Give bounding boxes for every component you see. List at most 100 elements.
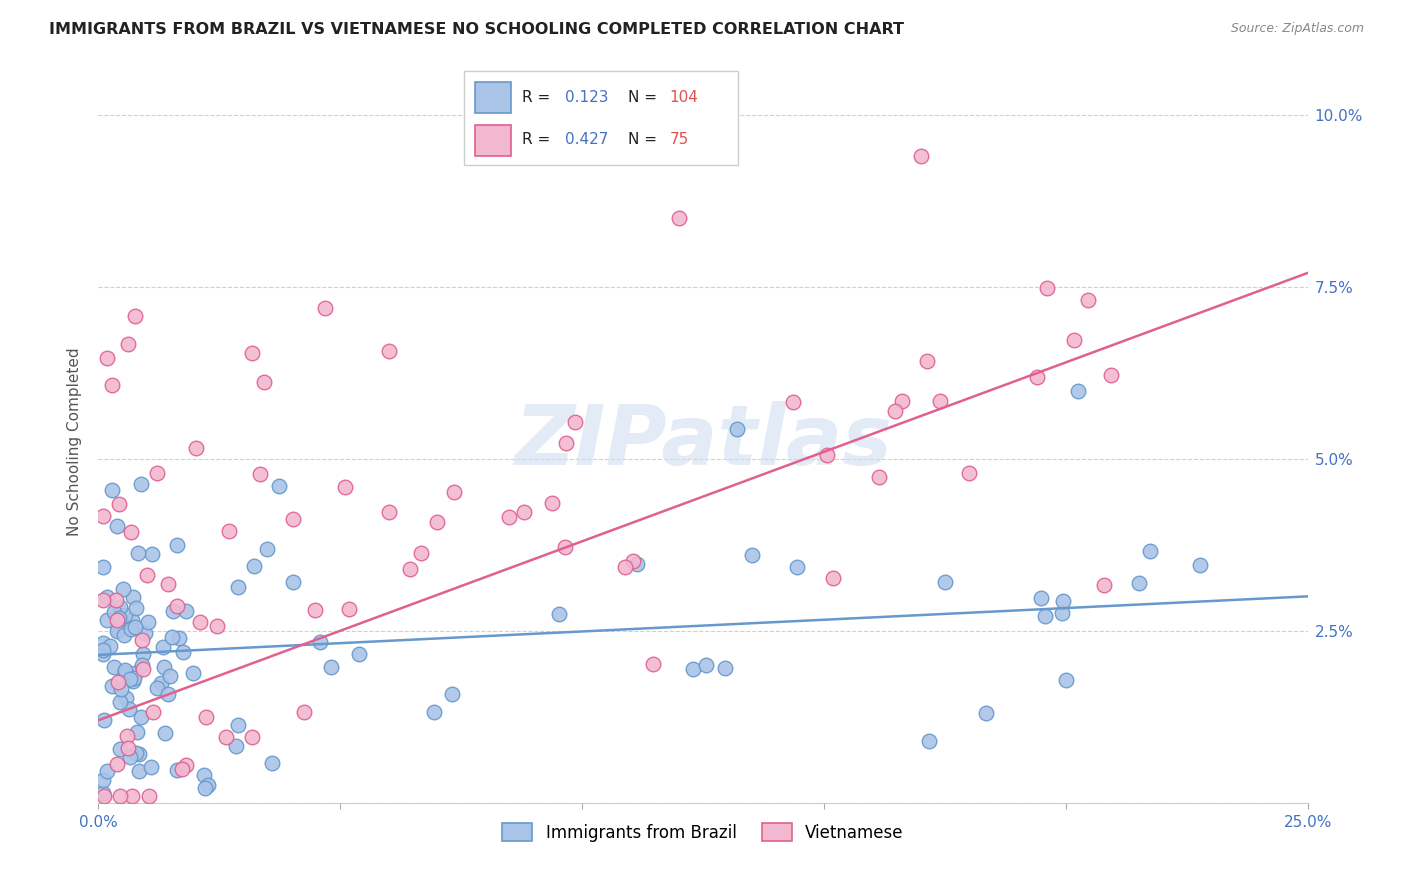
Point [281,575,304,590]
Point [93,713,115,727]
Point [377,344,399,359]
Point [120,525,142,540]
Point [267,478,290,492]
Point [1092,578,1115,592]
Point [115,729,138,743]
Point [118,702,141,716]
Point [188,615,211,629]
Point [193,768,215,782]
Point [138,789,160,803]
Point [91,635,114,649]
Point [91,643,114,657]
Point [139,760,162,774]
Point [128,764,150,779]
Point [96,764,118,778]
Point [96,590,118,604]
Point [184,441,207,455]
Point [160,630,183,644]
Point [103,605,125,619]
Point [1063,334,1085,348]
Point [218,524,240,538]
Point [1067,384,1090,399]
Point [823,571,845,585]
Point [1099,368,1122,382]
Point [131,710,153,724]
Point [132,647,155,661]
Point [714,661,737,675]
Point [1052,594,1074,608]
Point [176,758,198,772]
Point [256,542,278,557]
Point [1139,543,1161,558]
Point [426,515,449,529]
Point [141,548,163,562]
Point [621,554,644,568]
Point [124,309,146,323]
Point [101,377,124,392]
Point [107,674,129,689]
Point [125,725,148,739]
Point [103,659,125,673]
Point [117,740,139,755]
Point [443,485,465,500]
Point [321,660,343,674]
Point [108,742,131,756]
Point [121,613,143,627]
Point [110,681,132,696]
Point [253,375,276,389]
Point [118,672,141,686]
Point [108,789,131,803]
Point [108,695,131,709]
Point [105,757,128,772]
Point [146,466,169,480]
Point [115,690,138,705]
Point [142,705,165,719]
Point [695,658,717,673]
Point [786,560,808,574]
Point [121,789,143,803]
Text: Source: ZipAtlas.com: Source: ZipAtlas.com [1230,22,1364,36]
Point [513,505,536,519]
Point [614,560,637,574]
Point [1189,558,1212,572]
Point [91,560,114,574]
Point [127,546,149,560]
Point [107,497,129,511]
Point [98,639,121,653]
Point [107,622,129,636]
Point [122,590,145,604]
Point [96,351,118,365]
Point [554,541,576,555]
Point [377,505,399,519]
Point [91,508,114,523]
Point [166,538,188,552]
Point [1052,606,1074,620]
Point [225,739,247,753]
Point [108,611,131,625]
Point [105,613,128,627]
Point [1077,293,1099,308]
Point [782,395,804,409]
Point [131,633,153,648]
Point [304,603,326,617]
Point [309,635,332,649]
Point [727,422,749,436]
Point [910,149,932,163]
Point [114,608,136,623]
Point [262,756,284,770]
Point [146,681,169,695]
Point [399,562,422,576]
Point [100,680,122,694]
Point [498,509,520,524]
Point [96,613,118,627]
Point [156,687,179,701]
FancyBboxPatch shape [475,125,510,156]
Point [110,600,132,615]
Point [226,717,249,731]
Point [548,607,571,621]
Point [174,603,197,617]
Point [1128,575,1150,590]
Point [423,705,446,719]
Point [136,568,159,582]
Point [131,657,153,672]
